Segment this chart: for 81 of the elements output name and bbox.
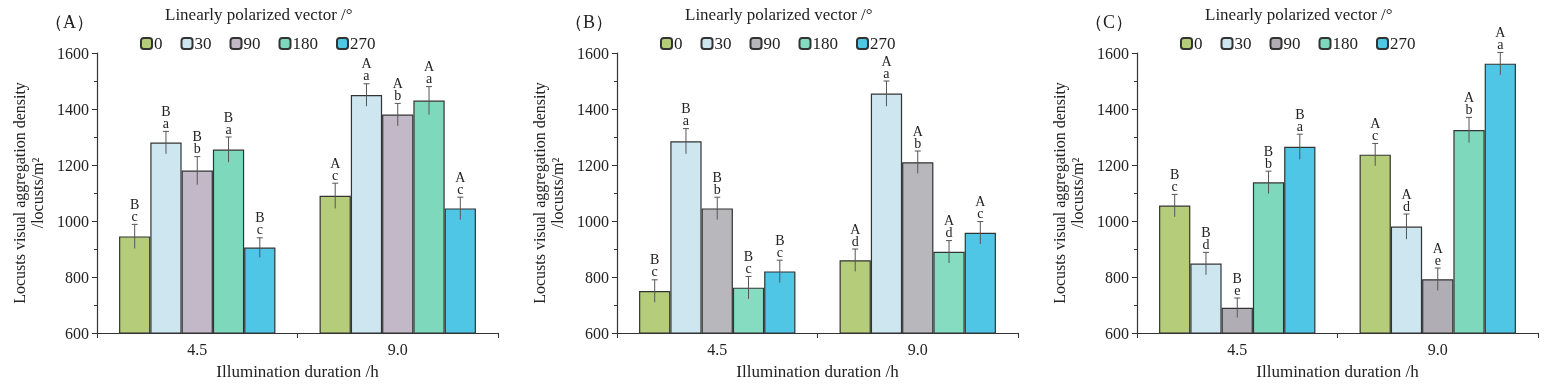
data-label: B d — [1201, 224, 1211, 252]
data-label: B c — [1170, 166, 1180, 194]
y-axis-title: Locusts visual aggregation density /locusts/m² — [530, 82, 566, 304]
data-label: A a — [423, 59, 435, 87]
y-tick-label: 600 — [585, 324, 609, 342]
y-tick-label: 1200 — [1097, 156, 1129, 174]
y-tick-label: 1600 — [57, 44, 89, 62]
chart-title: （B） — [565, 12, 614, 32]
data-label: A c — [330, 155, 342, 183]
legend-label: 90 — [243, 34, 261, 53]
data-label: B a — [223, 109, 234, 137]
data-label: A d — [850, 221, 862, 249]
x-tick-label: 4.5 — [1227, 340, 1248, 358]
x-tick-label: 9.0 — [387, 340, 408, 358]
data-label: B c — [130, 196, 140, 224]
x-axis-title: Illumination duration /h — [1256, 362, 1420, 381]
y-tick-label: 1600 — [577, 44, 609, 62]
y-tick-label: 1200 — [577, 156, 609, 174]
data-label: B b — [1263, 143, 1274, 171]
chart-title: （A） — [45, 12, 94, 32]
legend-label: 180 — [812, 34, 838, 53]
legend-label: 0 — [674, 34, 683, 53]
legend-label: 180 — [292, 34, 318, 53]
y-axis-title: Locusts visual aggregation density /locusts/m² — [1050, 82, 1086, 304]
legend-label: 90 — [1283, 34, 1301, 53]
y-tick-label: 1600 — [1097, 44, 1129, 62]
x-axis-title: Illumination duration /h — [216, 362, 380, 381]
x-axis-title: Illumination duration /h — [736, 362, 900, 381]
data-label: A a — [361, 56, 373, 84]
legend-label: 0 — [1194, 34, 1203, 53]
data-label: A c — [1370, 115, 1382, 143]
y-tick-label: 800 — [1105, 268, 1129, 286]
data-label: B c — [255, 210, 265, 238]
legend-label: 30 — [194, 34, 212, 53]
legend-label: 270 — [1390, 34, 1416, 53]
data-label: A b — [392, 75, 404, 103]
y-tick-label: 800 — [65, 268, 89, 286]
y-tick-label: 600 — [65, 324, 89, 342]
x-tick-label: 9.0 — [907, 340, 928, 358]
x-tick-label: 4.5 — [707, 340, 728, 358]
legend-title: Linearly polarized vector /° — [1205, 5, 1393, 24]
y-tick-label: 1400 — [577, 100, 609, 118]
legend-label: 90 — [763, 34, 781, 53]
data-label: B a — [681, 101, 691, 129]
data-label: B a — [1295, 106, 1305, 134]
y-tick-label: 1000 — [1097, 212, 1129, 230]
data-label: B e — [1232, 270, 1242, 298]
y-axis-title: Locusts visual aggregation density /locusts/m² — [10, 82, 46, 304]
data-label: A b — [912, 123, 924, 151]
data-label: A c — [975, 194, 987, 222]
y-tick-label: 1000 — [577, 212, 609, 230]
y-tick-label: 600 — [1105, 324, 1129, 342]
data-label: B b — [712, 169, 722, 197]
data-label: A c — [455, 169, 467, 197]
data-label: A e — [1432, 240, 1444, 268]
chart-title: （C） — [1085, 12, 1134, 32]
legend-label: 270 — [350, 34, 376, 53]
data-label: A d — [943, 213, 955, 241]
data-label: B c — [775, 232, 785, 260]
legend-label: 180 — [1332, 34, 1358, 53]
x-tick-label: 9.0 — [1427, 340, 1448, 358]
legend-label: 30 — [1234, 34, 1252, 53]
legend-title: Linearly polarized vector /° — [165, 5, 353, 24]
data-label: B c — [650, 252, 660, 280]
y-tick-label: 1400 — [57, 100, 89, 118]
data-label: B b — [192, 129, 202, 157]
legend-label: 0 — [154, 34, 163, 53]
y-tick-label: 1000 — [57, 212, 89, 230]
data-label: A a — [881, 53, 893, 81]
y-tick-label: 800 — [585, 268, 609, 286]
legend-label: 30 — [714, 34, 732, 53]
data-label: B a — [161, 103, 171, 131]
x-tick-label: 4.5 — [187, 340, 208, 358]
legend-label: 270 — [870, 34, 896, 53]
y-tick-label: 1200 — [57, 156, 89, 174]
y-tick-label: 1400 — [1097, 100, 1129, 118]
data-label: B c — [743, 248, 754, 276]
data-label: A a — [1495, 24, 1507, 52]
legend-title: Linearly polarized vector /° — [685, 5, 873, 24]
data-label: A b — [1463, 89, 1475, 117]
data-label: A d — [1401, 186, 1413, 214]
